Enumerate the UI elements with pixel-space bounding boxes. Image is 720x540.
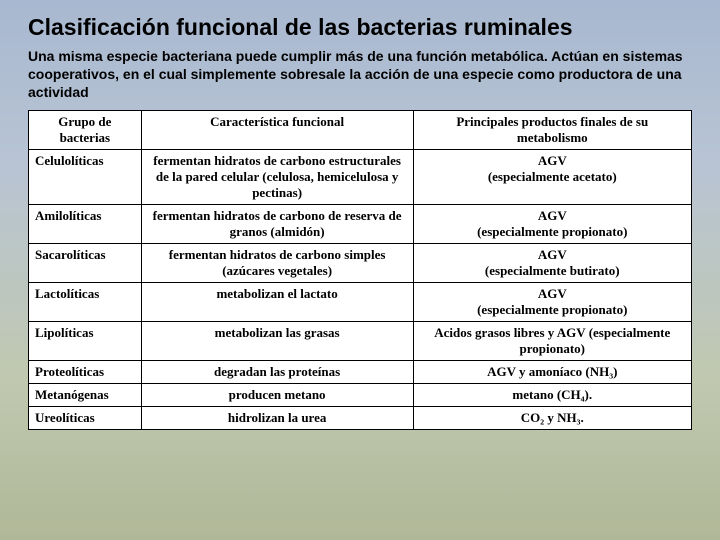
cell-group: Metanógenas xyxy=(29,383,142,406)
cell-prod: CO₂ y NH₃. xyxy=(413,406,691,429)
table-row: Proteolíticas degradan las proteínas AGV… xyxy=(29,360,692,383)
header-group: Grupo de bacterias xyxy=(29,110,142,149)
header-products: Principales productos finales de su meta… xyxy=(413,110,691,149)
table-row: Amilolíticas fermentan hidratos de carbo… xyxy=(29,204,692,243)
cell-char: hidrolizan la urea xyxy=(141,406,413,429)
cell-group: Celulolíticas xyxy=(29,149,142,204)
cell-prod: AGV y amoníaco (NH₃) xyxy=(413,360,691,383)
table-row: Ureolíticas hidrolizan la urea CO₂ y NH₃… xyxy=(29,406,692,429)
cell-char: metabolizan las grasas xyxy=(141,321,413,360)
cell-prod: AGV(especialmente butirato) xyxy=(413,243,691,282)
cell-char: degradan las proteínas xyxy=(141,360,413,383)
cell-prod: AGV(especialmente propionato) xyxy=(413,282,691,321)
table-row: Celulolíticas fermentan hidratos de carb… xyxy=(29,149,692,204)
header-characteristic: Característica funcional xyxy=(141,110,413,149)
page-title: Clasificación funcional de las bacterias… xyxy=(28,14,692,41)
table-header-row: Grupo de bacterias Característica funcio… xyxy=(29,110,692,149)
cell-prod: Acidos grasos libres y AGV (especialment… xyxy=(413,321,691,360)
cell-prod: AGV(especialmente acetato) xyxy=(413,149,691,204)
table-row: Metanógenas producen metano metano (CH₄)… xyxy=(29,383,692,406)
cell-group: Proteolíticas xyxy=(29,360,142,383)
table-row: Lipolíticas metabolizan las grasas Acido… xyxy=(29,321,692,360)
cell-prod: AGV(especialmente propionato) xyxy=(413,204,691,243)
table-row: Sacarolíticas fermentan hidratos de carb… xyxy=(29,243,692,282)
cell-char: fermentan hidratos de carbono de reserva… xyxy=(141,204,413,243)
cell-group: Amilolíticas xyxy=(29,204,142,243)
table-row: Lactolíticas metabolizan el lactato AGV(… xyxy=(29,282,692,321)
cell-group: Lactolíticas xyxy=(29,282,142,321)
cell-group: Lipolíticas xyxy=(29,321,142,360)
cell-char: producen metano xyxy=(141,383,413,406)
cell-char: metabolizan el lactato xyxy=(141,282,413,321)
cell-prod: metano (CH₄). xyxy=(413,383,691,406)
cell-group: Sacarolíticas xyxy=(29,243,142,282)
bacteria-table: Grupo de bacterias Característica funcio… xyxy=(28,110,692,430)
cell-char: fermentan hidratos de carbono estructura… xyxy=(141,149,413,204)
page-subtitle: Una misma especie bacteriana puede cumpl… xyxy=(28,47,692,102)
cell-char: fermentan hidratos de carbono simples (a… xyxy=(141,243,413,282)
cell-group: Ureolíticas xyxy=(29,406,142,429)
